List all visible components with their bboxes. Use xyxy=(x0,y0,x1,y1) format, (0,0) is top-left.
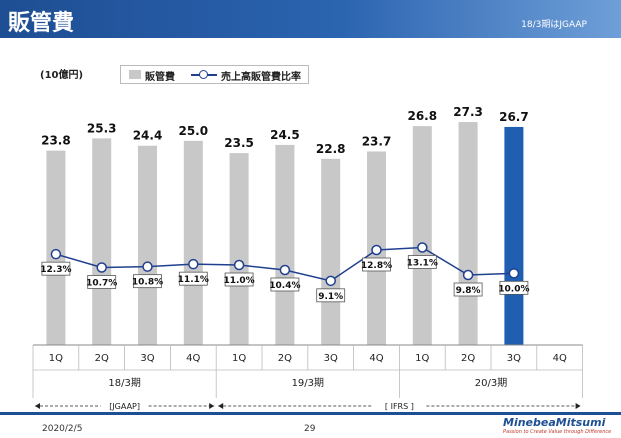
ratio-value-label: 10.4% xyxy=(269,281,300,291)
bar-value-label: 26.7 xyxy=(499,110,529,124)
ratio-value-label: 10.8% xyxy=(132,278,163,288)
bar-value-label: 24.4 xyxy=(133,129,163,143)
period-label: 19/3期 xyxy=(292,377,324,389)
ratio-label-box xyxy=(362,257,391,272)
bar xyxy=(275,144,295,345)
standard-label: [ IFRS ] xyxy=(385,402,414,411)
ratio-point xyxy=(462,269,474,281)
arrowhead-right xyxy=(575,403,581,409)
bar-value-label: 23.7 xyxy=(362,134,392,148)
bar xyxy=(229,153,249,345)
arrowhead-right xyxy=(209,403,215,409)
ratio-point xyxy=(508,268,520,279)
ratio-value-label: 11.0% xyxy=(223,276,254,286)
ratio-value-label: 13.1% xyxy=(407,259,438,269)
bar-value-label: 26.8 xyxy=(407,109,437,123)
ratio-label-box xyxy=(270,277,300,292)
line-legend-marker xyxy=(199,70,208,79)
x-tick-label: 1Q xyxy=(49,353,63,364)
x-tick-label: 2Q xyxy=(95,353,109,364)
line-legend-label: 売上高販管費比率 xyxy=(221,72,301,83)
ratio-label-box xyxy=(87,275,117,289)
ratio-label-box xyxy=(316,288,346,303)
period-label: 20/3期 xyxy=(475,377,507,389)
x-tick-label: 4Q xyxy=(369,353,383,364)
arrowhead-left xyxy=(35,403,40,409)
ratio-value-label: 9.8% xyxy=(456,286,481,296)
page-number: 29 xyxy=(304,424,316,434)
accounting-note: 18/3期はJGAAP xyxy=(521,20,587,30)
ratio-value-label: 10.7% xyxy=(86,279,117,289)
x-tick-label: 3Q xyxy=(507,353,521,364)
slide-title: 販管費 xyxy=(8,11,75,36)
ratio-point xyxy=(188,258,199,270)
brand-tagline: Passion to Create Value through Differen… xyxy=(503,429,612,435)
x-tick-label: 1Q xyxy=(232,353,246,364)
x-tick-label: 3Q xyxy=(140,353,154,364)
ratio-label-box xyxy=(407,255,437,269)
ratio-value-label: 10.0% xyxy=(498,284,529,294)
bar-value-label: 24.5 xyxy=(270,128,300,142)
x-tick-label: 4Q xyxy=(186,353,200,364)
ratio-point xyxy=(142,261,153,272)
bar-value-label: 23.8 xyxy=(41,134,71,148)
bar-legend-label: 販管費 xyxy=(145,72,175,83)
bar xyxy=(92,138,112,345)
period-label: 18/3期 xyxy=(108,377,140,389)
brand-logo: MinebeaMitsumi xyxy=(503,416,606,429)
ratio-label-box xyxy=(178,271,208,286)
x-tick-label: 2Q xyxy=(278,353,292,364)
x-tick-label: 2Q xyxy=(461,353,475,364)
bar xyxy=(138,145,157,345)
bar xyxy=(412,126,432,345)
slide-header: 販管費 18/3期はJGAAP xyxy=(0,0,621,38)
bar xyxy=(46,150,66,345)
bar xyxy=(458,122,478,345)
footer-divider xyxy=(0,412,621,415)
ratio-point xyxy=(279,264,291,276)
ratio-label-box xyxy=(41,261,71,276)
ratio-label-box xyxy=(499,280,529,295)
bar-value-label: 25.0 xyxy=(178,124,208,138)
ratio-point xyxy=(96,262,107,273)
bar-value-label: 23.5 xyxy=(224,136,254,150)
bar-value-label: 22.8 xyxy=(316,142,346,156)
footer-date: 2020/2/5 xyxy=(42,424,83,434)
bar-legend-swatch xyxy=(129,70,141,79)
arrowhead-left xyxy=(218,403,224,409)
ratio-point xyxy=(325,275,336,287)
x-tick-label: 3Q xyxy=(324,353,338,364)
ratio-point xyxy=(371,244,382,256)
ratio-label-box xyxy=(133,274,162,289)
ratio-point xyxy=(417,242,428,253)
ratio-value-label: 12.8% xyxy=(361,261,392,271)
bar xyxy=(183,140,203,345)
bar-value-label: 27.3 xyxy=(453,105,483,119)
unit-label: (10億円) xyxy=(40,70,84,81)
ratio-label-box xyxy=(224,272,254,287)
ratio-value-label: 11.1% xyxy=(178,275,209,285)
bar xyxy=(321,158,341,345)
ratio-point xyxy=(50,248,62,260)
chart-legend: 販管費 売上高販管費比率 xyxy=(120,65,309,84)
x-tick-label: 4Q xyxy=(553,353,567,364)
bar-value-label: 25.3 xyxy=(87,121,117,135)
ratio-label-box xyxy=(453,282,483,297)
standard-label: [JGAAP] xyxy=(109,402,140,411)
ratio-value-label: 9.1% xyxy=(318,292,343,302)
x-tick-label: 1Q xyxy=(415,353,429,364)
ratio-value-label: 12.3% xyxy=(40,265,71,275)
ratio-point xyxy=(233,259,245,271)
bar xyxy=(504,126,524,345)
